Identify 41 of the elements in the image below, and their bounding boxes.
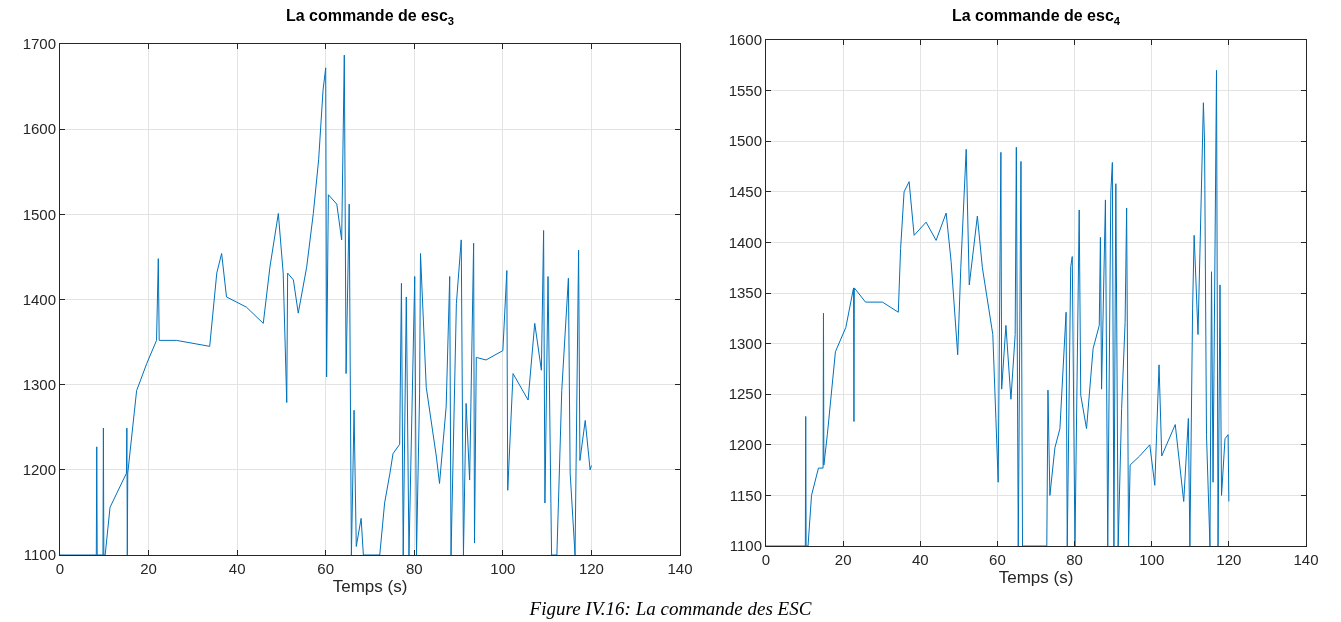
x-axis-title: Temps (s) [332,577,408,597]
y-tick-label: 1600 [728,31,762,49]
line-series [60,54,592,555]
x-tick-label: 40 [228,560,246,577]
y-tick-label: 1100 [729,537,762,555]
y-tick-label: 1100 [23,546,56,564]
y-tick-label: 1300 [728,334,762,352]
y-tick-label: 1200 [22,461,56,479]
x-tick-label: 0 [761,551,771,568]
x-tick-label: 80 [405,560,423,577]
chart-title: La commande de esc$_{4}$ [951,7,1121,27]
x-axis-title: Temps (s) [998,568,1074,588]
y-tick-label: 1350 [728,284,762,302]
y-tick-label: 1200 [728,436,762,454]
x-tick-label: 20 [140,560,157,577]
y-tick-label: 1550 [728,81,762,99]
chart-title: La commande de esc$_{3}$ [285,7,455,27]
x-tick-label: 100 [490,560,516,577]
text: Figure IV.16: La commande des ESC [528,598,813,620]
x-tick-label: 60 [317,560,335,577]
x-tick-label: 100 [1139,551,1165,568]
y-tick-label: 1450 [728,183,762,201]
line-series [766,69,1230,546]
y-tick-label: 1400 [728,233,762,251]
x-tick-label: 140 [1293,551,1319,568]
y-tick-label: 1400 [22,290,56,308]
x-tick-label: 60 [989,551,1006,568]
y-tick-label: 1500 [728,132,762,150]
x-tick-label: 0 [55,560,65,577]
y-tick-label: 1600 [22,120,56,138]
y-tick-label: 1700 [22,35,56,53]
x-tick-label: 120 [578,560,604,577]
x-tick-label: 140 [667,560,693,577]
y-tick-label: 1150 [729,486,762,504]
x-tick-label: 40 [911,551,929,568]
y-tick-label: 1300 [22,375,56,393]
y-tick-label: 1500 [22,205,56,223]
y-tick-label: 1250 [728,385,762,403]
x-tick-label: 20 [834,551,852,568]
x-tick-label: 120 [1216,551,1242,568]
x-tick-label: 80 [1066,551,1083,568]
